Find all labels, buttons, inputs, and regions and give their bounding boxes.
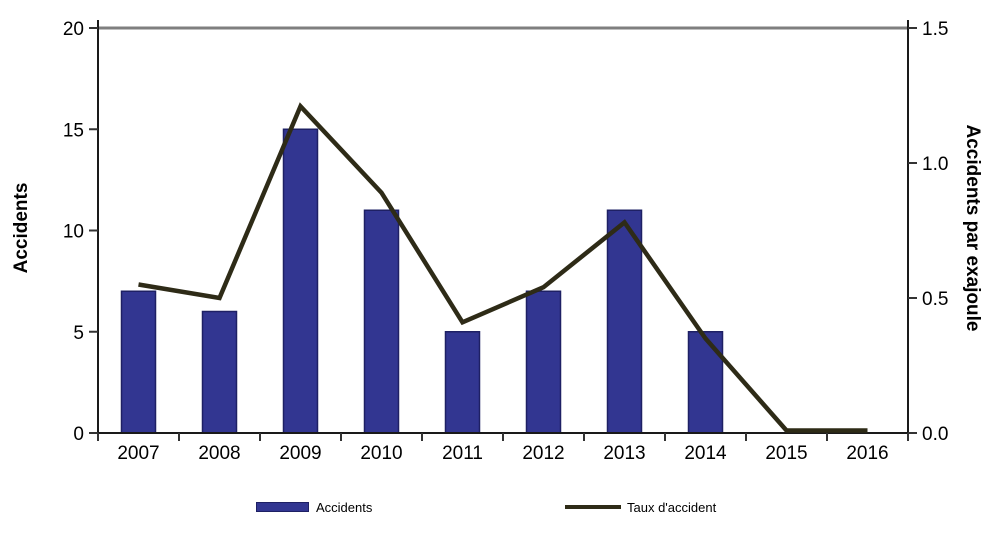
right-axis-title: Accidents par exajoule bbox=[962, 124, 983, 332]
x-tick-label-2013: 2013 bbox=[603, 443, 645, 464]
legend-item-accidents: Accidents bbox=[256, 499, 372, 515]
legend-item-taux: Taux d'accident bbox=[565, 499, 716, 515]
x-tick-label-2014: 2014 bbox=[684, 443, 727, 464]
bar-2008 bbox=[201, 310, 238, 434]
bar-2013 bbox=[606, 209, 643, 434]
x-tick-label-2009: 2009 bbox=[279, 443, 321, 464]
left-tick-label: 0 bbox=[73, 424, 84, 445]
x-tick-label-2016: 2016 bbox=[846, 443, 888, 464]
right-tick-label: 0.5 bbox=[922, 289, 948, 310]
bar-2014 bbox=[687, 331, 724, 434]
left-tick-label: 20 bbox=[63, 19, 84, 40]
bar-2011 bbox=[444, 331, 481, 434]
left-tick-label: 15 bbox=[63, 120, 84, 141]
accident-rate-line bbox=[138, 102, 868, 433]
bar-2010 bbox=[363, 209, 400, 434]
x-tick-label-2011: 2011 bbox=[442, 443, 483, 464]
x-tick-label-2010: 2010 bbox=[360, 443, 402, 464]
x-tick-label-2015: 2015 bbox=[765, 443, 807, 464]
right-tick-label: 0.0 bbox=[922, 424, 948, 445]
right-tick-label: 1.0 bbox=[922, 154, 948, 175]
legend-label-taux: Taux d'accident bbox=[627, 499, 717, 515]
left-tick-label: 10 bbox=[63, 222, 84, 243]
bar-2007 bbox=[120, 290, 157, 434]
x-tick-label-2012: 2012 bbox=[522, 443, 564, 464]
bar-2009 bbox=[282, 128, 319, 434]
line-swatch-icon bbox=[565, 505, 621, 509]
right-tick-label: 1.5 bbox=[922, 19, 948, 40]
x-tick-label-2007: 2007 bbox=[117, 443, 159, 464]
bar-swatch-icon bbox=[256, 502, 309, 512]
axes-group: 0 5 10 15 20 0.0 0.5 1.0 1.5 2007 2008 2009 2010 2011… bbox=[63, 19, 949, 464]
legend-label-accidents: Accidents bbox=[316, 499, 373, 515]
x-tick-label-2008: 2008 bbox=[198, 443, 240, 464]
left-tick-label: 5 bbox=[73, 323, 84, 344]
bar-2012 bbox=[525, 290, 562, 434]
bars-group bbox=[120, 128, 724, 434]
left-axis-title: Accidents bbox=[11, 182, 32, 274]
